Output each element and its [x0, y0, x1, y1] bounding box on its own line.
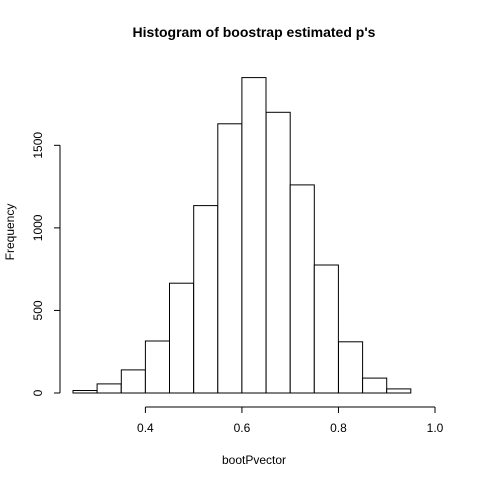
histogram-bar: [170, 283, 194, 393]
histogram-bar: [387, 389, 411, 393]
x-tick-label: 1.0: [427, 421, 444, 435]
histogram-bar: [314, 265, 338, 393]
histogram-bar: [266, 112, 290, 393]
histogram-bar: [121, 370, 145, 393]
x-axis-label: bootPvector: [222, 453, 286, 467]
chart-title: Histogram of boostrap estimated p's: [133, 24, 376, 40]
y-tick-label: 1000: [31, 214, 45, 241]
x-tick-label: 0.4: [137, 421, 154, 435]
histogram-bar: [145, 341, 169, 393]
histogram-bar: [97, 384, 121, 393]
bars-group: [73, 78, 411, 393]
y-tick-label: 500: [31, 300, 45, 320]
histogram-bar: [218, 124, 242, 393]
histogram-bar: [290, 185, 314, 393]
histogram-bar: [194, 206, 218, 393]
y-tick-label: 0: [31, 389, 45, 396]
x-tick-label: 0.8: [330, 421, 347, 435]
x-tick-label: 0.6: [234, 421, 251, 435]
histogram-bar: [339, 342, 363, 393]
y-tick-label: 1500: [31, 132, 45, 159]
y-axis-label: Frequency: [3, 204, 17, 261]
histogram-bar: [242, 78, 266, 393]
x-axis: 0.4 0.6 0.8 1.0: [137, 407, 444, 435]
y-axis: 0 500 1000 1500: [31, 132, 60, 397]
histogram-bar: [363, 378, 387, 393]
histogram-bar: [73, 391, 97, 394]
